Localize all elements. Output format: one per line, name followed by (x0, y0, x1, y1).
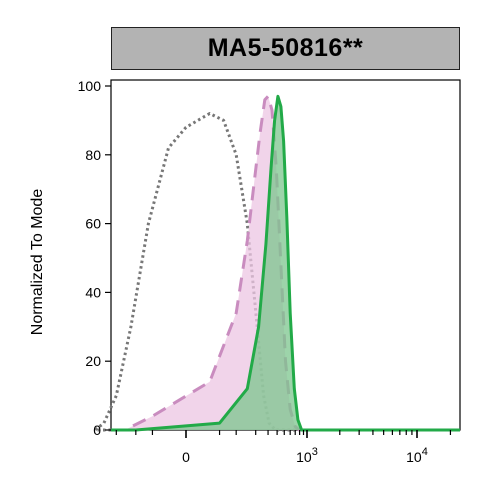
x-tick-label-2: 104 (406, 446, 428, 465)
y-tick-label-100: 100 (78, 78, 102, 94)
y-tick-label-40: 40 (85, 284, 101, 300)
y-axis-title: Normalized To Mode (29, 189, 46, 336)
y-tick-label-60: 60 (85, 216, 101, 232)
y-tick-label-0: 0 (93, 422, 101, 438)
x-tick-label-0: 0 (182, 449, 190, 465)
y-tick-label-80: 80 (85, 147, 101, 163)
chart-title-box: MA5-50816** (111, 27, 460, 70)
x-tick-label-1: 103 (296, 446, 318, 465)
series-0-line (93, 112, 460, 432)
series-2-line (111, 94, 460, 432)
y-tick-label-20: 20 (85, 353, 101, 369)
series-2-fill (111, 96, 460, 431)
chart-title: MA5-50816** (207, 34, 364, 62)
